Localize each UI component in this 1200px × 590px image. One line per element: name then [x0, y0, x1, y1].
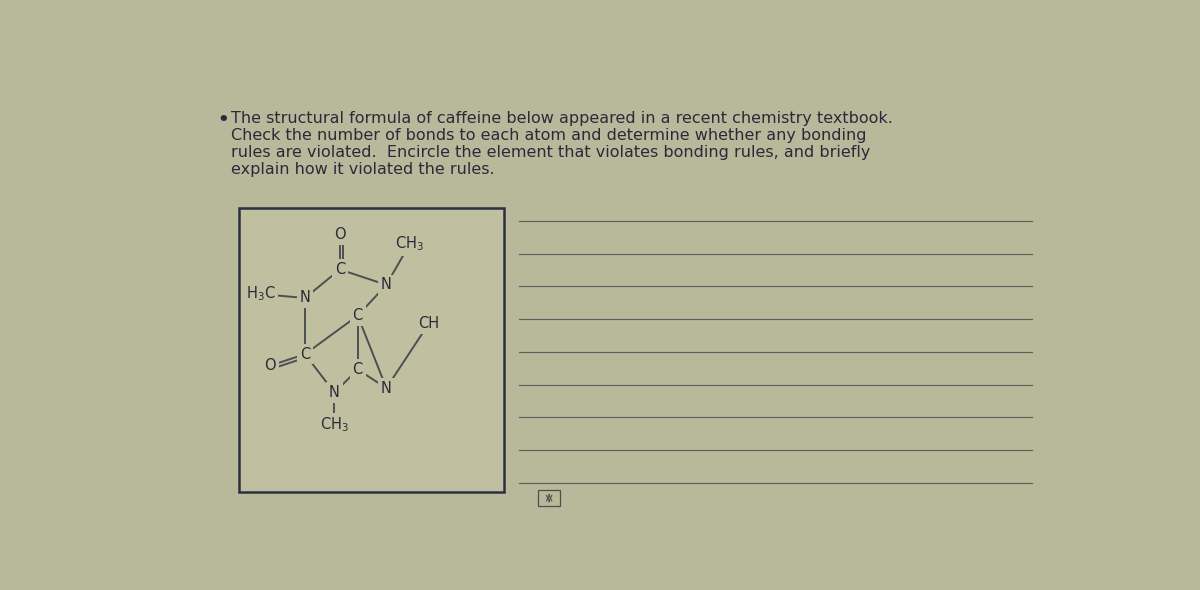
- Text: CH$_3$: CH$_3$: [395, 235, 424, 253]
- Text: CH: CH: [419, 316, 439, 331]
- Text: N: N: [300, 290, 311, 306]
- Text: N: N: [329, 385, 340, 400]
- Bar: [239, 208, 504, 492]
- Text: CH$_3$: CH$_3$: [320, 415, 349, 434]
- Text: O: O: [264, 358, 276, 373]
- Text: •: •: [217, 111, 229, 129]
- Text: Check the number of bonds to each atom and determine whether any bonding: Check the number of bonds to each atom a…: [232, 128, 866, 143]
- Text: C: C: [300, 347, 310, 362]
- Text: C: C: [353, 308, 362, 323]
- Text: N: N: [380, 277, 392, 293]
- Text: H$_3$C: H$_3$C: [246, 285, 276, 303]
- Text: C: C: [335, 262, 346, 277]
- Text: N: N: [380, 381, 392, 395]
- Text: C: C: [353, 362, 362, 377]
- Text: O: O: [334, 227, 346, 242]
- Text: explain how it violated the rules.: explain how it violated the rules.: [232, 162, 496, 176]
- Text: The structural formula of caffeine below appeared in a recent chemistry textbook: The structural formula of caffeine below…: [232, 111, 893, 126]
- Bar: [539, 490, 560, 506]
- Text: rules are violated.  Encircle the element that violates bonding rules, and brief: rules are violated. Encircle the element…: [232, 145, 871, 160]
